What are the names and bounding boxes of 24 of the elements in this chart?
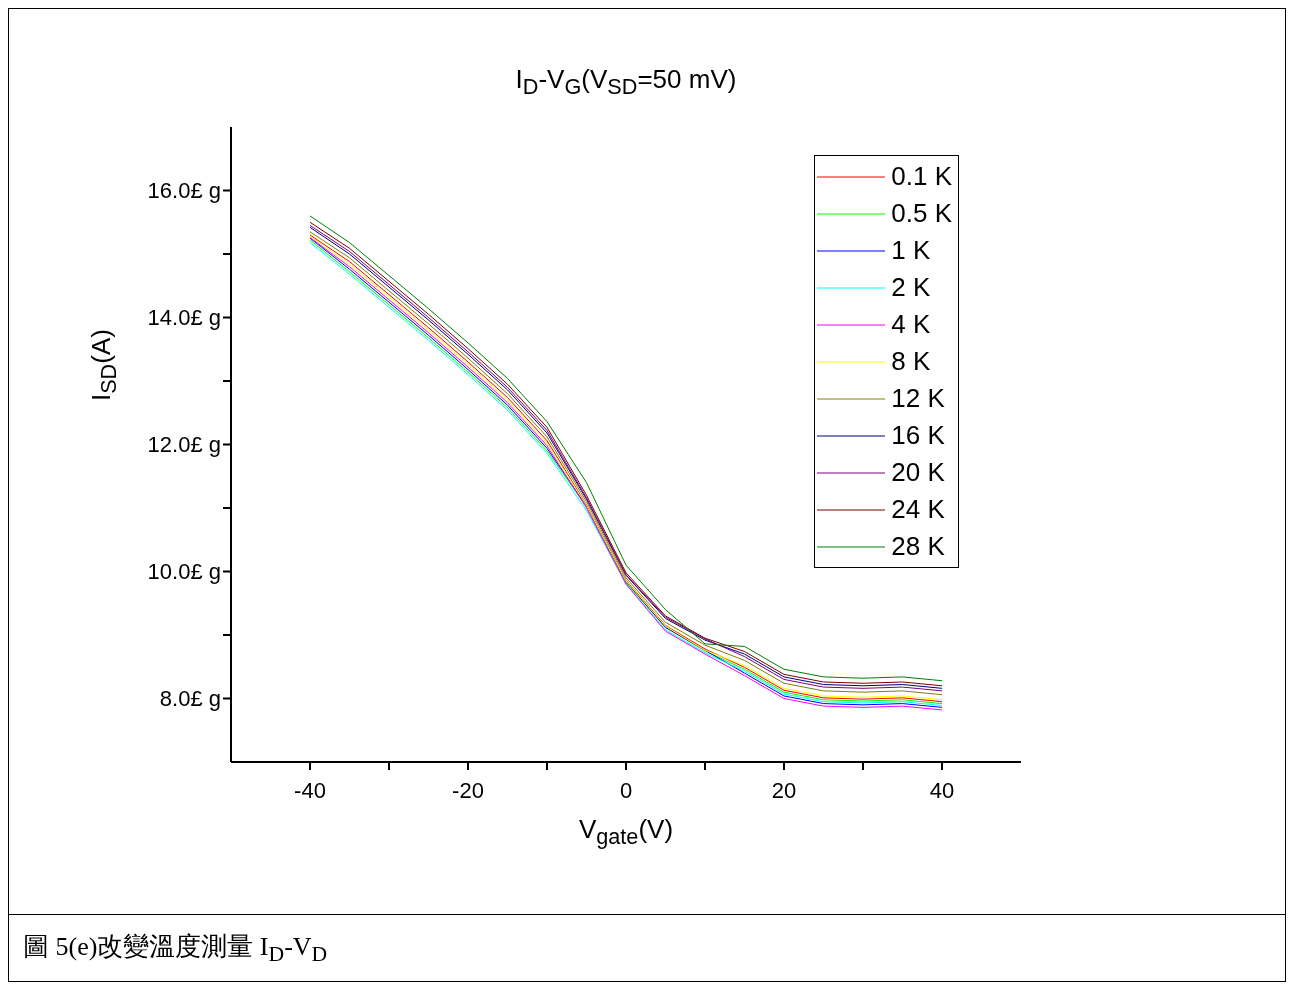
x-tick-label: 40 [929,777,955,803]
x-tick-label: -20 [452,777,484,803]
legend-label: 4 K [891,309,932,340]
x-axis-title: V$_{gate}$(V) [578,814,674,850]
y-tick-label: 14.0£ g [147,305,221,331]
y-tick-label: 16.0£ g [147,178,221,204]
y-tick-label: 10.0£ g [147,559,221,585]
legend-label: 1 K [891,235,932,266]
legend-label: 12 K [891,383,946,414]
legend-label: 8 K [891,346,932,377]
legend-label: 0.5 K [891,198,953,229]
legend-label: 24 K [891,494,946,525]
chart-title: I$_{D}$-V$_{G}$(V$_{SD}$=50 mV) [515,64,737,100]
legend-label: 28 K [891,531,946,562]
y-tick-label: 12.0£ g [147,432,221,458]
x-tick-label: 20 [771,777,797,803]
y-tick-label: 8.0£ g [159,686,221,712]
legend-label: 20 K [891,457,946,488]
x-tick-label: 0 [619,777,633,803]
x-tick-label: -40 [294,777,326,803]
legend-label: 16 K [891,420,946,451]
caption: 圖 5(e)改變溫度測量 I$_{D}$-V$_{D}$ [23,932,328,967]
legend-label: 2 K [891,272,932,303]
legend-label: 0.1 K [891,161,953,192]
